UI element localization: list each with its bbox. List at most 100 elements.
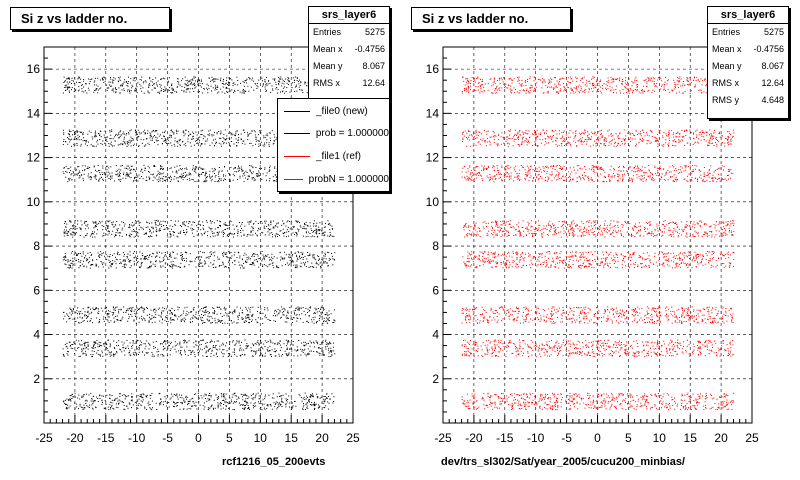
left-data-point	[75, 168, 77, 170]
left-data-point	[70, 400, 72, 402]
left-data-point	[201, 265, 203, 267]
left-data-point	[214, 145, 215, 147]
left-data-point	[87, 306, 89, 308]
left-data-point	[196, 408, 198, 410]
left-data-point	[251, 77, 253, 79]
left-data-point	[243, 349, 245, 351]
left-data-point	[312, 395, 313, 397]
left-data-point	[235, 142, 237, 144]
left-data-point	[289, 254, 291, 256]
left-data-point	[64, 222, 66, 224]
left-data-point	[183, 132, 185, 134]
left-data-point	[92, 145, 94, 147]
left-data-point	[266, 255, 268, 257]
left-data-point	[300, 307, 302, 309]
left-data-point	[145, 167, 146, 169]
left-data-point	[268, 171, 270, 172]
left-data-point	[73, 341, 75, 343]
left-data-point	[74, 343, 76, 344]
left-data-point	[77, 90, 79, 92]
left-data-point	[153, 253, 155, 255]
left-data-point	[264, 86, 266, 88]
left-data-point	[180, 321, 182, 322]
left-data-point	[119, 78, 121, 80]
left-data-point	[311, 230, 313, 231]
left-data-point	[261, 222, 263, 224]
left-data-point	[130, 165, 132, 167]
left-data-point	[300, 82, 302, 84]
left-data-point	[94, 309, 95, 311]
left-data-point	[68, 178, 70, 180]
left-data-point	[141, 79, 142, 81]
left-data-point	[266, 404, 268, 406]
left-data-point	[166, 402, 168, 404]
left-data-point	[254, 83, 256, 85]
left-data-point	[162, 131, 164, 133]
left-data-point	[274, 78, 276, 80]
left-data-point	[237, 316, 239, 318]
left-data-point	[63, 82, 65, 83]
left-data-point	[130, 87, 132, 89]
left-data-point	[296, 76, 298, 78]
left-data-point	[136, 133, 138, 135]
left-data-point	[218, 258, 220, 260]
left-data-point	[79, 228, 81, 230]
left-data-point	[142, 310, 144, 312]
left-data-point	[268, 225, 270, 227]
left-data-point	[239, 348, 241, 350]
left-data-point	[149, 171, 151, 173]
left-data-point	[138, 224, 140, 226]
left-data-point	[251, 349, 253, 351]
left-data-point	[136, 259, 137, 261]
left-data-point	[188, 312, 190, 314]
left-data-point	[239, 168, 241, 170]
left-data-point	[214, 320, 216, 322]
left-data-point	[243, 233, 245, 235]
left-data-point	[185, 145, 187, 147]
left-data-point	[74, 396, 76, 398]
left-data-point	[72, 225, 74, 227]
left-data-point	[316, 320, 318, 322]
left-data-point	[271, 408, 273, 410]
left-data-point	[210, 176, 212, 178]
left-data-point	[121, 318, 123, 320]
left-data-point	[117, 319, 119, 321]
left-data-point	[291, 339, 292, 341]
left-data-point	[292, 77, 294, 79]
left-data-point	[286, 354, 288, 356]
left-data-point	[101, 262, 103, 264]
left-data-point	[291, 350, 293, 352]
left-data-point	[184, 142, 186, 144]
left-data-point	[195, 401, 197, 403]
left-data-point	[63, 229, 65, 231]
left-data-point	[115, 89, 117, 91]
left-data-point	[134, 178, 135, 180]
left-data-point	[269, 319, 271, 321]
left-data-point	[322, 312, 323, 314]
left-data-point	[150, 133, 152, 135]
left-data-point	[276, 343, 278, 345]
left-data-point	[328, 347, 330, 349]
left-data-point	[141, 396, 143, 398]
left-data-point	[297, 228, 299, 230]
left-data-point	[211, 228, 213, 229]
left-data-point	[213, 170, 215, 172]
left-data-point	[230, 134, 232, 136]
left-data-point	[186, 346, 188, 348]
left-data-point	[297, 306, 299, 308]
left-data-point	[318, 229, 320, 231]
left-data-point	[168, 402, 170, 403]
left-data-point	[98, 180, 100, 182]
left-data-point	[65, 264, 67, 265]
left-data-point	[264, 88, 266, 90]
left-data-point	[246, 403, 248, 405]
left-data-point	[208, 256, 210, 258]
left-data-point	[107, 320, 109, 322]
left-data-point	[204, 260, 206, 262]
left-data-point	[143, 145, 145, 147]
left-data-point	[255, 319, 257, 321]
left-data-point	[213, 255, 215, 257]
left-data-point	[93, 145, 95, 147]
left-data-point	[267, 266, 269, 268]
left-data-point	[206, 342, 208, 344]
